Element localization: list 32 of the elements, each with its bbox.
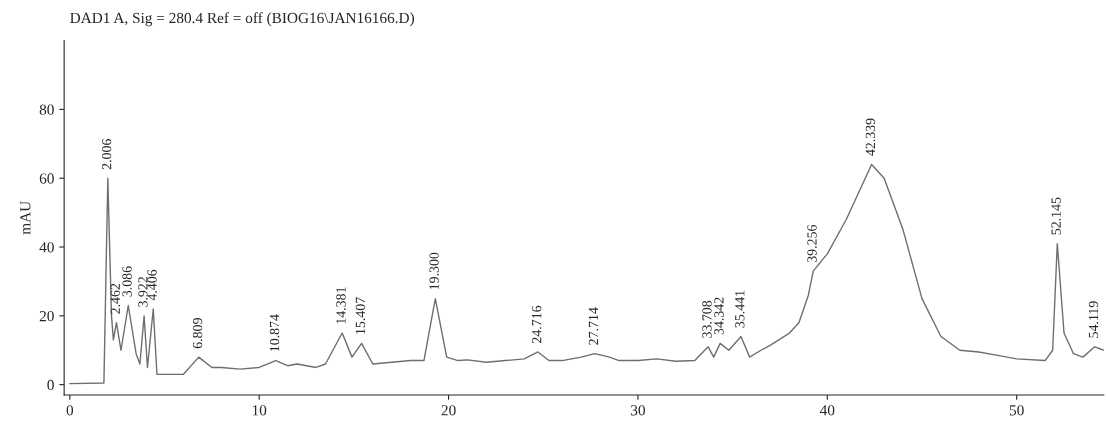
annotation: 10.874 [269, 314, 280, 352]
annotation: 39.256 [807, 224, 817, 263]
annotation: 19.300 [429, 252, 439, 290]
annotation: 35.441 [735, 290, 745, 328]
annotation: 4.406 [147, 269, 157, 301]
x-tick-label: 40 [819, 405, 835, 416]
annotation: 2.462 [110, 283, 120, 314]
annotation: 3.086 [122, 266, 132, 297]
annotation: 52.145 [1051, 197, 1061, 235]
x-tick-label: 50 [1009, 405, 1024, 416]
annotation: 54.119 [1088, 301, 1099, 338]
x-tick-label: 20 [441, 405, 456, 416]
y-tick-label: 40 [39, 242, 54, 253]
chart-title: DAD1 A, Sig = 280.4 Ref = off (BIOG16\JAN16166.D) [70, 12, 415, 27]
annotation: 42.339 [865, 118, 876, 156]
annotation: 3.922 [138, 277, 148, 307]
annotation: 15.407 [355, 297, 366, 334]
y-tick-label: 60 [39, 173, 54, 184]
x-tick-label: 10 [252, 405, 267, 416]
annotation: 24.716 [532, 305, 542, 344]
y-axis-title: mAU [20, 201, 31, 235]
annotation: 27.714 [588, 307, 599, 345]
y-tick-label: 0 [47, 379, 54, 391]
annotation: 6.809 [192, 318, 203, 349]
y-tick-label: 20 [39, 310, 54, 322]
annotation: 2.006 [101, 139, 112, 170]
x-tick-label: 30 [631, 405, 645, 416]
annotation: 14.381 [336, 287, 346, 324]
y-tick-label: 80 [39, 104, 54, 115]
annotation: 33.708 [702, 300, 712, 338]
annotation: 34.342 [714, 297, 724, 335]
x-tick-label: 0 [66, 405, 74, 416]
